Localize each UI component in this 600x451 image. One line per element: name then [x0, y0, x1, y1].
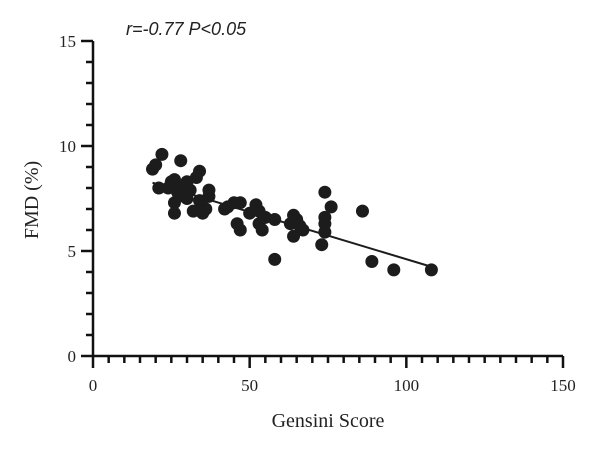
x-tick-label: 0: [89, 376, 98, 395]
data-point: [324, 200, 338, 214]
data-point: [268, 252, 282, 266]
data-point: [233, 223, 247, 237]
data-point: [199, 202, 213, 216]
data-point: [167, 196, 181, 210]
data-point: [365, 255, 379, 268]
y-tick-label: 10: [59, 137, 76, 156]
data-point: [315, 238, 329, 252]
y-axis-title: FMD (%): [21, 161, 43, 239]
data-point: [193, 164, 207, 178]
data-point: [155, 147, 169, 161]
regression-line: [152, 181, 432, 268]
axis-ticks: [81, 39, 565, 368]
x-tick-label: 100: [394, 376, 420, 395]
axes: [91, 41, 563, 358]
y-tick-label: 15: [59, 32, 76, 51]
x-tick-label: 50: [241, 376, 258, 395]
x-axis-title: Gensini Score: [272, 410, 385, 432]
data-point: [167, 206, 181, 220]
data-point: [355, 204, 369, 218]
y-tick-label: 5: [68, 242, 77, 261]
data-point: [233, 196, 247, 210]
y-tick-label: 0: [68, 347, 77, 366]
x-tick-label: 150: [550, 376, 576, 395]
data-point: [318, 185, 332, 199]
data-point: [287, 229, 301, 243]
data-points: [146, 147, 438, 277]
data-point: [149, 158, 163, 172]
correlation-annotation: r=-0.77 P<0.05: [126, 19, 247, 39]
data-point: [255, 223, 269, 237]
data-point: [387, 263, 401, 277]
data-point: [174, 154, 188, 168]
